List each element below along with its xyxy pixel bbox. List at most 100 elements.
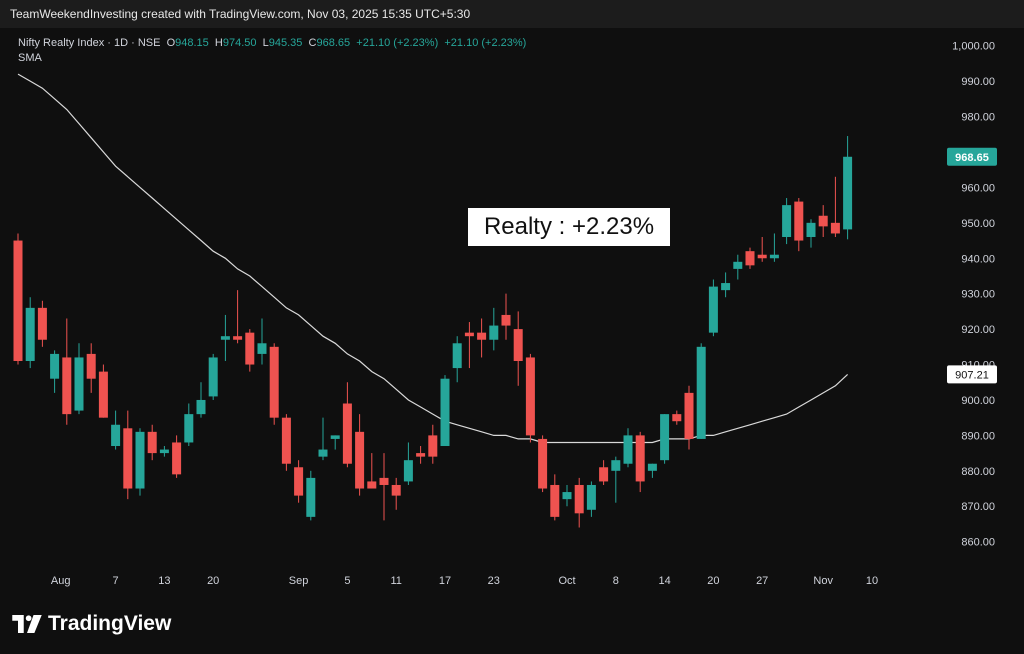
candle-body (25, 307, 35, 361)
candle-body (342, 403, 352, 464)
candle (489, 307, 499, 351)
candle (123, 410, 133, 500)
candle (623, 428, 633, 468)
candle-body (330, 435, 340, 439)
candle (806, 219, 816, 248)
candle (452, 336, 462, 383)
tradingview-brand: TradingView (48, 612, 172, 635)
candle (86, 343, 96, 393)
legend-ohlc-row: Nifty Realty Index · 1D · NSE O948.15 H9… (18, 36, 526, 51)
candle (660, 414, 670, 464)
candle (843, 136, 853, 240)
candle (525, 353, 535, 443)
candle (98, 364, 108, 418)
candle-body (660, 414, 670, 461)
x-tick-label: 14 (658, 575, 670, 587)
candle (708, 279, 718, 337)
candle (721, 272, 731, 298)
candle (696, 343, 706, 439)
symbol-title: Nifty Realty Index · 1D · NSE (18, 37, 161, 49)
candle-body (782, 205, 792, 238)
candle-body (721, 283, 731, 291)
candle (355, 414, 365, 496)
candle-body (50, 353, 60, 379)
candle (745, 247, 755, 269)
open-value: 948.15 (175, 37, 209, 49)
y-tick-label: 980.00 (961, 112, 995, 124)
candle-body (416, 453, 426, 457)
candle-body (318, 449, 328, 457)
chart-area[interactable]: 860.00870.00880.00890.00900.00910.00920.… (10, 28, 1014, 598)
candle-body (818, 215, 828, 227)
x-tick-label: 11 (390, 575, 401, 587)
x-tick-label: 13 (158, 575, 170, 587)
candle-body (843, 156, 853, 230)
y-tick-label: 880.00 (961, 466, 995, 478)
candle (562, 484, 572, 507)
candle (294, 460, 304, 503)
y-tick-label: 870.00 (961, 501, 995, 513)
candle-body (172, 442, 182, 475)
candle (159, 446, 169, 457)
candle-body (355, 431, 365, 489)
x-tick-label: 23 (488, 575, 500, 587)
candle (574, 477, 584, 528)
candle (306, 470, 316, 521)
candle-body (440, 378, 450, 447)
candle (818, 205, 828, 238)
candle (25, 297, 35, 369)
footer: TradingView (0, 598, 1024, 654)
candle-body (184, 414, 194, 443)
x-tick-label: 20 (207, 575, 219, 587)
change-value-2: +21.10 (+2.23%) (444, 37, 527, 49)
indicator-label[interactable]: SMA (18, 52, 42, 64)
candle-body (208, 357, 218, 397)
candle-body (647, 463, 657, 471)
candle-body (196, 399, 206, 415)
candle (538, 435, 548, 493)
candle (196, 382, 206, 418)
candle-body (806, 222, 816, 238)
candle-body (745, 251, 755, 266)
candle-body (147, 431, 157, 454)
candle-body (306, 477, 316, 517)
candle (611, 456, 621, 503)
x-tick-label: 5 (344, 575, 350, 587)
candle-body (452, 343, 462, 369)
close-label: C (308, 37, 317, 49)
candle (647, 463, 657, 478)
high-label: H (214, 37, 223, 49)
candle (464, 322, 474, 369)
candle-body (403, 460, 413, 482)
candlestick-chart[interactable]: 860.00870.00880.00890.00900.00910.00920.… (10, 28, 1014, 598)
candle-body (245, 332, 255, 365)
realty-annotation: Realty : +2.23% (468, 208, 670, 246)
candle-body (257, 343, 267, 354)
candle-body (623, 435, 633, 464)
y-tick-label: 900.00 (961, 395, 995, 407)
sma-line (17, 73, 849, 444)
candle (184, 403, 194, 447)
candle-body (62, 357, 72, 415)
candle (367, 453, 377, 489)
candle-body (220, 336, 230, 340)
candle (769, 233, 779, 262)
candle-body (367, 481, 377, 489)
low-label: L (262, 37, 269, 49)
candle-body (525, 357, 535, 436)
candle-body (489, 325, 499, 340)
tradingview-logo[interactable]: TradingView (12, 612, 171, 636)
candle (550, 474, 560, 521)
candle (269, 343, 279, 425)
candle (794, 198, 804, 252)
sma-value-tag (947, 365, 997, 384)
open-label: O (166, 37, 176, 49)
candle (830, 176, 840, 238)
y-tick-label: 960.00 (961, 182, 995, 194)
candle-body (233, 336, 243, 340)
candle-body (599, 467, 609, 482)
tradingview-logo-icon (12, 615, 42, 633)
candle (281, 414, 291, 471)
x-tick-label: Nov (813, 575, 833, 587)
candle-body (501, 314, 511, 326)
